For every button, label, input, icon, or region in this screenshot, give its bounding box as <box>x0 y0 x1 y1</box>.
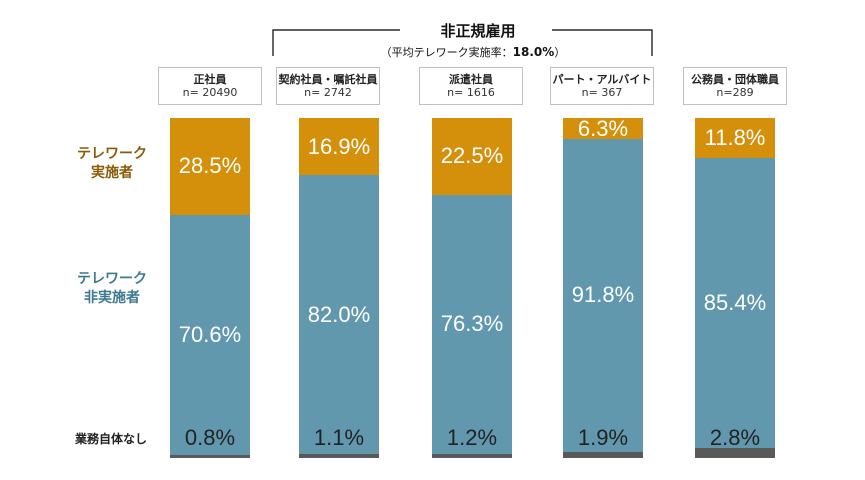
legend-remote: テレワーク 実施者 <box>77 146 147 181</box>
group-subtitle-value: 18.0% <box>512 45 555 59</box>
category-name-4: 公務員・団体職員 <box>691 73 779 86</box>
bar-remote-0 <box>170 118 250 215</box>
bar-nonremote-4 <box>695 158 775 449</box>
category-name-3: パート・アルバイト <box>552 73 652 86</box>
category-n-4: n=289 <box>716 86 754 99</box>
bar-none-0 <box>170 455 250 458</box>
group-title: 非正規雇用 <box>440 22 516 40</box>
category-n-2: n= 1616 <box>447 86 495 99</box>
bar-nonremote-0 <box>170 214 250 456</box>
bar-remote-4 <box>695 118 775 159</box>
legend-nonremote: テレワーク 非実施者 <box>77 271 147 306</box>
legend-none: 業務自体なし <box>74 432 147 446</box>
label-none-2: 1.2% <box>446 425 498 450</box>
label-remote-0: 28.5% <box>178 153 242 179</box>
category-n-3: n= 367 <box>581 86 623 99</box>
bracket-line-right <box>552 29 653 56</box>
category-name-0: 正社員 <box>193 73 227 86</box>
group-subtitle-prefix: （平均テレワーク実施率： <box>380 46 513 59</box>
bar-none-2 <box>432 453 512 458</box>
category-box-3: パート・アルバイト n= 367 <box>550 67 654 105</box>
label-none-3: 1.9% <box>577 425 629 450</box>
label-nonremote-2: 76.3% <box>440 311 504 337</box>
label-remote-3: 6.3% <box>577 115 629 141</box>
label-nonremote-4: 85.4% <box>703 290 767 316</box>
label-nonremote-3: 91.8% <box>571 282 635 308</box>
category-n-0: n= 20490 <box>182 86 238 99</box>
label-remote-2: 22.5% <box>440 143 504 169</box>
bar-remote-3 <box>563 118 643 140</box>
label-remote-1: 16.9% <box>307 133 371 159</box>
label-none-0: 0.8% <box>184 425 236 450</box>
label-remote-4: 11.8% <box>704 125 766 151</box>
bar-remote-2 <box>432 118 512 195</box>
category-name-2: 派遣社員 <box>449 73 493 86</box>
label-none-1: 1.1% <box>313 425 365 450</box>
group-subtitle-suffix: ） <box>554 46 566 59</box>
bar-none-4 <box>695 448 775 458</box>
bar-nonremote-3 <box>563 139 643 452</box>
category-n-1: n= 2742 <box>304 86 352 99</box>
label-nonremote-1: 82.0% <box>307 301 371 327</box>
label-nonremote-0: 70.6% <box>178 322 242 348</box>
bracket-line-left <box>272 29 400 56</box>
category-box-4: 公務員・団体職員 n=289 <box>683 67 787 105</box>
category-box-2: 派遣社員 n= 1616 <box>419 67 523 105</box>
bar-none-1 <box>299 454 379 458</box>
bar-remote-1 <box>299 118 379 176</box>
category-name-1: 契約社員・嘱託社員 <box>278 73 378 86</box>
bar-nonremote-2 <box>432 194 512 454</box>
label-none-4: 2.8% <box>709 425 761 450</box>
bar-none-3 <box>563 451 643 458</box>
category-box-0: 正社員 n= 20490 <box>158 67 262 105</box>
bar-nonremote-1 <box>299 175 379 455</box>
category-box-1: 契約社員・嘱託社員 n= 2742 <box>276 67 380 105</box>
group-subtitle: （平均テレワーク実施率：18.0%） <box>368 44 578 60</box>
